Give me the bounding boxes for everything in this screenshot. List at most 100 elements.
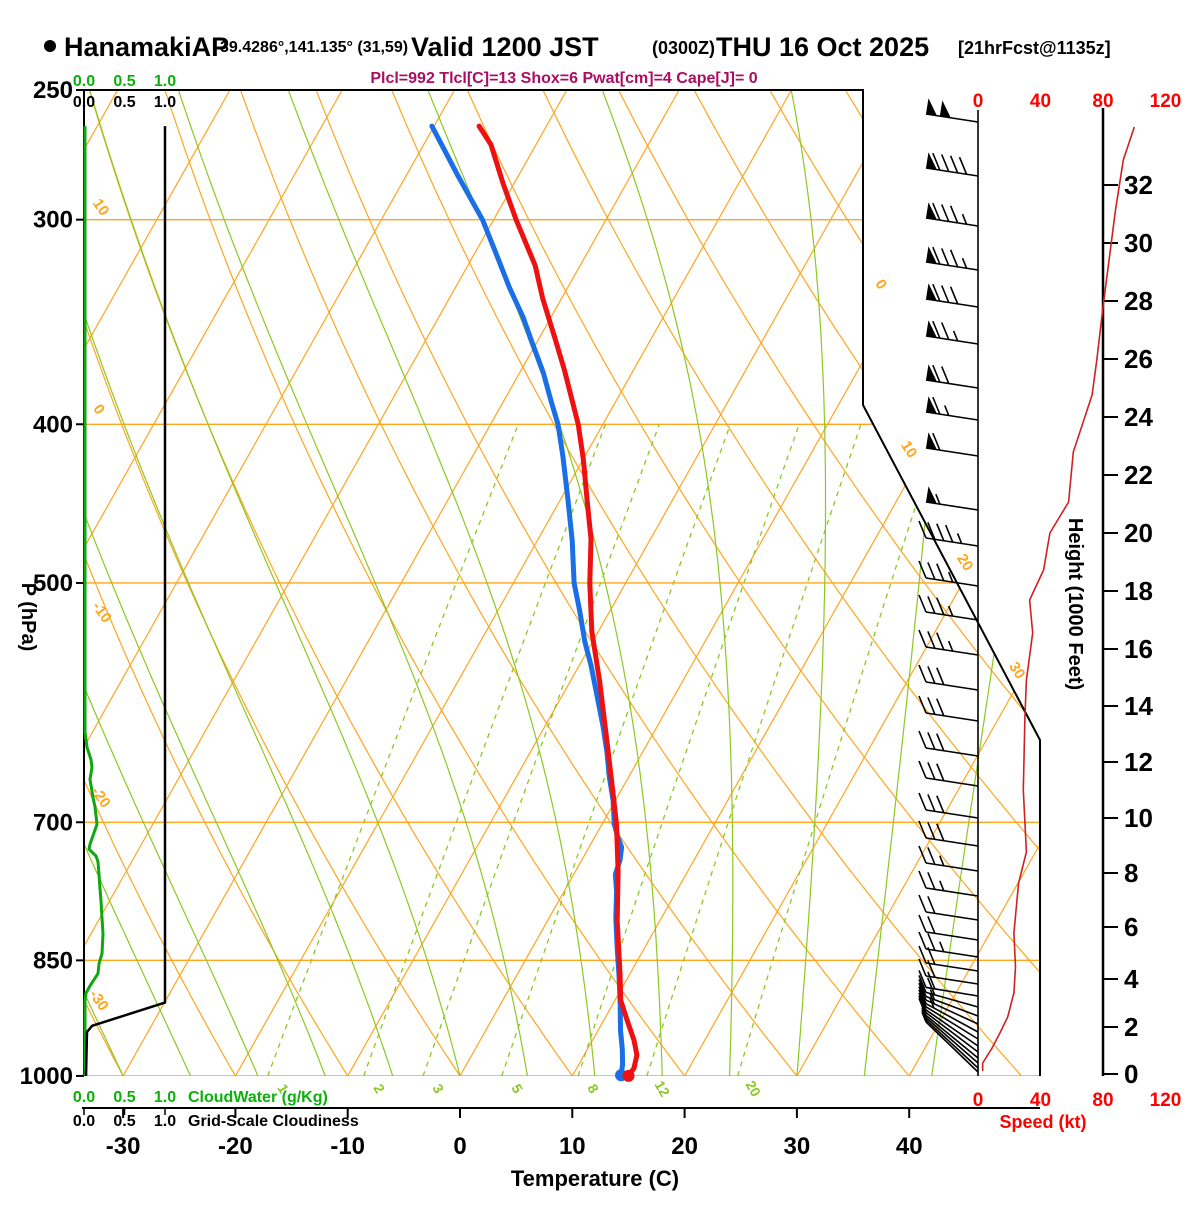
height-tick-label: 4 [1124, 964, 1139, 994]
wind-barb-shaft [926, 863, 978, 871]
axis-titles: P (hPa) Temperature (C) Height (1000 Fee… [17, 518, 1087, 1191]
wind-barb-pennant [926, 98, 937, 115]
wind-barb-pennant [940, 100, 951, 117]
valid-zulu: (0300Z) [652, 38, 715, 58]
wind-barb-full [928, 896, 935, 913]
height-tick-label: 28 [1124, 286, 1153, 316]
wind-barb-shaft [926, 380, 978, 388]
wind-barb-shaft [926, 976, 978, 984]
height-tick-label: 26 [1124, 344, 1153, 374]
height-tick-label: 12 [1124, 747, 1153, 777]
temperature-tick-label: 40 [896, 1133, 923, 1160]
moist-adiabat-line [176, 83, 527, 1076]
skewt-grid [0, 83, 1200, 1114]
cloud-scale-label-bottom-black: 0.0 [73, 1113, 95, 1130]
wind-barb-half [945, 405, 949, 415]
wind-barb-shaft [926, 336, 978, 344]
height-tick-label: 20 [1124, 518, 1153, 548]
wind-barb-full [928, 596, 935, 613]
wind-barb-half [936, 494, 940, 504]
wind-barb-pennant [926, 486, 937, 503]
wind-barb-full [937, 524, 944, 541]
wind-barb-shaft [926, 448, 978, 456]
mixing-ratio-label: 12 [652, 1078, 674, 1100]
height-tick-label: 0 [1124, 1059, 1138, 1089]
isotherm-label: 0 [871, 276, 890, 292]
wind-barb-full [960, 157, 967, 174]
wind-barb-full [928, 762, 935, 779]
wind-barb-full [928, 794, 935, 811]
height-tick-label: 18 [1124, 576, 1153, 606]
wind-barb-shaft [926, 262, 978, 270]
dewpoint-trace [432, 126, 623, 1075]
wind-barb-full [942, 248, 949, 265]
speed-scale-label-bottom: 80 [1092, 1090, 1113, 1111]
speed-scale-label-bottom: 120 [1150, 1090, 1182, 1111]
wind-barb-half [949, 606, 953, 616]
dry-adiabat-label: -10 [89, 599, 115, 627]
valid-date: THU 16 Oct 2025 [716, 32, 929, 62]
wind-barb-full [942, 204, 949, 221]
wind-barb-full [937, 796, 944, 813]
moist-adiabat-line [88, 83, 461, 1076]
wind-barbs [919, 98, 978, 1072]
wind-barb-shaft [926, 838, 978, 846]
wind-barb-half [963, 214, 967, 224]
wind-barb-full [937, 764, 944, 781]
wind-barb-full [919, 871, 926, 888]
cloud-scale-label-bottom-green: 0.0 [73, 1089, 95, 1106]
moist-adiabat-line [790, 83, 826, 1076]
wind-barb-shaft [926, 168, 978, 176]
wind-barb-shaft [926, 888, 978, 896]
cloud-scale-label-top-black: 0.5 [113, 94, 135, 111]
wind-barb-shaft [926, 682, 978, 690]
wind-barb-full [937, 668, 944, 685]
pressure-tick-label: 850 [33, 947, 73, 974]
speed-scale-label-top: 0 [973, 91, 984, 112]
temperature-tick-label: 0 [453, 1133, 466, 1160]
moist-adiabat-line [932, 83, 1078, 1076]
cloud-scale-label-top-black: 1.0 [154, 94, 176, 111]
wind-barb-full [951, 156, 958, 173]
mixing-ratio-label: 2 [370, 1081, 388, 1096]
mixing-ratio-label: 3 [429, 1081, 447, 1096]
mixing-ratio-label: 20 [743, 1078, 765, 1100]
wind-barb-full [919, 895, 926, 912]
speed-scale-label-bottom: 40 [1030, 1090, 1051, 1111]
height-axis-title: Height (1000 Feet) [1064, 518, 1086, 690]
wind-barb-shaft [926, 949, 978, 957]
station-coords: 39.4286°,141.135° (31,59) [220, 39, 408, 56]
wind-barb-full [937, 734, 944, 751]
wind-barb-full [919, 731, 926, 748]
wind-barb-full [928, 666, 935, 683]
speed-axis-title: Speed (kt) [999, 1112, 1086, 1132]
wind-barb-full [919, 696, 926, 713]
temperature-axis-title: Temperature (C) [511, 1166, 679, 1191]
wind-barb-full [942, 154, 949, 171]
temperature-tick-label: -30 [106, 1133, 141, 1160]
height-tick-label: 16 [1124, 634, 1153, 664]
wind-barb-full [946, 525, 953, 542]
cloudiness-legend: Grid-Scale Cloudiness [188, 1113, 359, 1130]
pressure-tick-label: 700 [33, 809, 73, 836]
pressure-axis-title: P (hPa) [17, 583, 39, 652]
wind-barb-full [942, 285, 949, 302]
wind-barb-shaft [926, 218, 978, 226]
cloud-scale-label-top-black: 0.0 [73, 94, 95, 111]
wind-barb-full [951, 206, 958, 223]
station-name: HanamakiAP [64, 32, 229, 62]
wind-barb-full [928, 732, 935, 749]
wind-barb-full [937, 824, 944, 841]
height-tick-label: 10 [1124, 803, 1153, 833]
wind-barb-half [940, 881, 944, 891]
wind-barb-full [951, 287, 958, 304]
wind-barb-full [919, 630, 926, 647]
wind-barb-full [919, 665, 926, 682]
valid-time-1: Valid 1200 JST [411, 32, 599, 62]
speed-scale-label-bottom: 0 [973, 1090, 984, 1111]
title-bar: HanamakiAP 39.4286°,141.135° (31,59) Val… [44, 32, 1111, 87]
height-tick-label: 2 [1124, 1012, 1138, 1042]
cloud-scale-label-top-green: 1.0 [154, 73, 176, 90]
wind-barb-half [954, 331, 958, 341]
